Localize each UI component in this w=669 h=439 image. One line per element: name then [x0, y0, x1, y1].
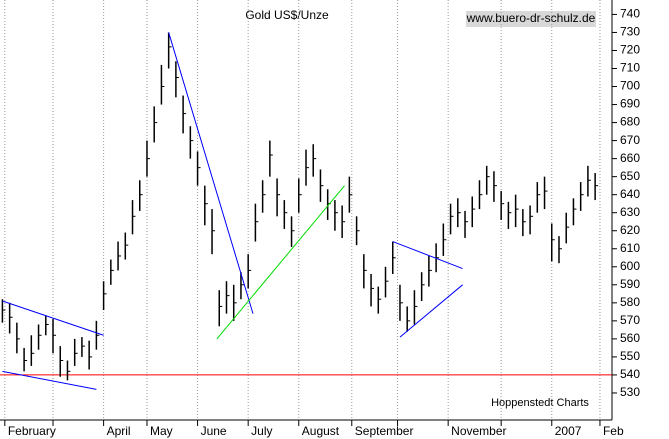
trendline — [2, 370, 97, 390]
y-tick-label: 690 — [620, 97, 640, 111]
y-tick-label: 580 — [620, 295, 640, 309]
y-tick-label: 600 — [620, 259, 640, 273]
trendline — [392, 241, 463, 270]
y-tick-label: 700 — [620, 79, 640, 93]
y-tick-label: 670 — [620, 133, 640, 147]
y-tick-label: 540 — [620, 367, 640, 381]
y-tick-label: 570 — [620, 313, 640, 327]
y-tick-label: 610 — [620, 241, 640, 255]
x-tick-label: April — [107, 424, 131, 438]
credit: Hoppenstedt Charts — [491, 397, 589, 409]
y-tick-label: 730 — [620, 25, 640, 39]
y-tick-label: 560 — [620, 331, 640, 345]
trendline — [168, 32, 254, 314]
y-tick-label: 530 — [620, 385, 640, 399]
x-tick-label: July — [251, 424, 272, 438]
y-tick-label: 710 — [620, 61, 640, 75]
y-tick-label: 630 — [620, 205, 640, 219]
x-tick-label: September — [355, 424, 414, 438]
x-tick-label: Feb — [603, 424, 624, 438]
y-tick-label: 590 — [620, 277, 640, 291]
trendline — [2, 300, 104, 336]
x-tick-label: August — [302, 424, 340, 438]
chart-title: Gold US$/Unze — [245, 8, 329, 22]
x-tick-label: 2007 — [555, 424, 582, 438]
source-box — [466, 11, 596, 27]
y-tick-label: 660 — [620, 151, 640, 165]
trendline — [399, 284, 463, 338]
source: www.buero-dr-schulz.de — [466, 11, 596, 25]
trendline — [216, 185, 345, 340]
y-tick-label: 650 — [620, 169, 640, 183]
x-tick-label: May — [150, 424, 173, 438]
y-tick-label: 550 — [620, 349, 640, 363]
x-tick-label: November — [451, 424, 506, 438]
x-tick-label: February — [8, 424, 56, 438]
y-tick-label: 620 — [620, 223, 640, 237]
x-tick-label: June — [201, 424, 227, 438]
y-tick-label: 740 — [620, 7, 640, 21]
y-tick-label: 720 — [620, 43, 640, 57]
y-tick-label: 640 — [620, 187, 640, 201]
y-tick-label: 680 — [620, 115, 640, 129]
